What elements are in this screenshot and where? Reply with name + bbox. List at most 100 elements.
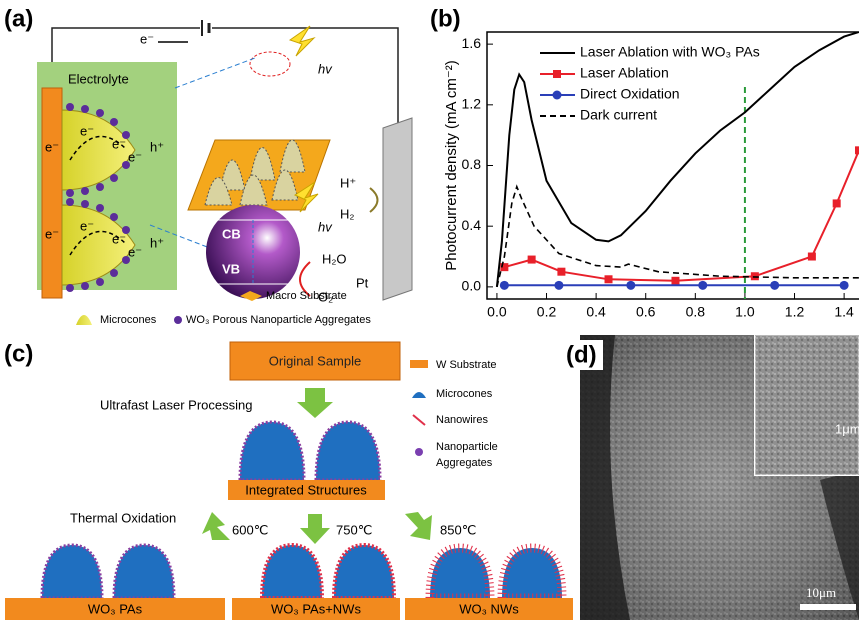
panel-label: (a) [4, 5, 33, 32]
x-tick-label: 0.2 [537, 304, 557, 320]
legend-icon [174, 316, 182, 324]
x-tick-label: 0.6 [636, 304, 656, 320]
x-tick-label: 0.4 [586, 304, 606, 320]
electrode [42, 88, 62, 298]
electrolyte-label: Electrolyte [68, 71, 129, 86]
hv-label: hv [318, 61, 333, 76]
legend-label: Direct Oxidation [580, 86, 680, 102]
y-tick-label: 0.4 [462, 217, 482, 233]
electron-label: e⁻ [80, 123, 94, 138]
h2-label: H₂ [340, 206, 354, 221]
figure: (a) e⁻ Electrolyte e⁻ e⁻ e⁻ e⁻ e⁻ e⁻ e⁻ … [0, 0, 859, 620]
y-axis-label: Photocurrent density (mA cm⁻²) [443, 60, 460, 270]
panel-label: (c) [4, 340, 33, 367]
legend-icon [415, 448, 423, 456]
electron-label: e⁻ [128, 149, 142, 164]
marker [626, 281, 635, 290]
x-tick-label: 0.0 [487, 304, 507, 320]
marker [605, 275, 613, 283]
microcones [430, 548, 562, 598]
temp-label: 750℃ [336, 522, 372, 537]
highlight [250, 52, 290, 76]
sample-label: Original Sample [269, 353, 362, 368]
legend-label: Macro Substrate [266, 290, 347, 302]
legend-icon [76, 315, 92, 325]
step-label: Ultrafast Laser Processing [100, 397, 252, 412]
scale-bar [800, 604, 856, 610]
panel-b: (b) 0.0 0.4 0.8 1.2 1.6 0.0 0.2 0.4 0.6 0.8 1.0 1.2… [430, 5, 859, 319]
electron-label: e⁻ [128, 244, 142, 259]
arrow [300, 514, 330, 544]
y-tick-label: 1.2 [462, 96, 482, 112]
zoom-line [175, 58, 255, 88]
legend-label: WO₃ Porous Nanoparticle Aggregates [186, 314, 371, 326]
microcones [240, 422, 380, 480]
legend-icon [410, 360, 428, 368]
scale-label: 1μm [835, 421, 859, 436]
microcones [262, 545, 394, 598]
y-tick-label: 1.6 [462, 35, 482, 51]
marker [698, 281, 707, 290]
lightning [290, 26, 314, 56]
arrow [297, 388, 333, 418]
x-tick-label: 1.4 [834, 304, 854, 320]
series-line [497, 32, 859, 287]
marker [557, 268, 565, 276]
cb-label: CB [222, 226, 241, 241]
panel-label: (d) [566, 341, 597, 368]
marker [770, 281, 779, 290]
scale-label: 10μm [806, 585, 836, 600]
legend-label: Microcones [436, 388, 493, 400]
marker [840, 281, 849, 290]
x-tick-label: 1.2 [785, 304, 805, 320]
product-label: WO₃ NWs [459, 601, 519, 616]
microcones [42, 545, 174, 598]
legend-label: Nanoparticle [436, 441, 498, 453]
electron-label: e⁻ [112, 136, 126, 151]
marker [554, 281, 563, 290]
vb-label: VB [222, 261, 240, 276]
legend-label: Microcones [100, 314, 157, 326]
legend-marker [553, 91, 562, 100]
temp-label: 600℃ [232, 522, 268, 537]
series-line [504, 150, 859, 280]
legend-label: Dark current [580, 107, 657, 123]
electron-label: e⁻ [112, 231, 126, 246]
marker [833, 199, 841, 207]
legend-label: W Substrate [436, 359, 497, 371]
marker [855, 146, 859, 154]
legend-label: Nanowires [436, 414, 488, 426]
legend-marker [553, 70, 561, 78]
legend-label: Aggregates [436, 457, 493, 469]
product-label: WO₃ PAs [88, 601, 143, 616]
y-tick-label: 0.0 [462, 278, 482, 294]
panel-label: (b) [430, 5, 461, 32]
step-label: Thermal Oxidation [70, 510, 176, 525]
pt-electrode [383, 118, 412, 300]
arrow [405, 512, 432, 540]
arrow [370, 188, 378, 212]
electron-label: e⁻ [140, 31, 154, 46]
step-label: Integrated Structures [245, 482, 367, 497]
y-tick-label: 0.8 [462, 156, 482, 172]
pt-label: Pt [356, 275, 369, 290]
marker [808, 253, 816, 261]
x-tick-label: 1.0 [735, 304, 755, 320]
hole-label: h⁺ [150, 139, 164, 154]
x-tick-label: 0.8 [686, 304, 706, 320]
electron-label: e⁻ [45, 226, 59, 241]
panel-c: (c) Original Sample Ultrafast Laser Proc… [4, 340, 573, 620]
legend-icon [412, 392, 426, 398]
hplus-label: H⁺ [340, 175, 356, 190]
hole-label: h⁺ [150, 235, 164, 250]
series-line [497, 187, 859, 287]
legend-icon [413, 415, 425, 425]
sem-inset-texture [755, 335, 859, 475]
arrow [202, 512, 230, 540]
h2o-label: H₂O [322, 251, 347, 266]
electron-label: e⁻ [45, 139, 59, 154]
panel-d: (d) 1μm 10μm [563, 335, 859, 620]
temp-label: 850℃ [440, 522, 476, 537]
electron-label: e⁻ [80, 218, 94, 233]
legend-label: Laser Ablation with WO₃ PAs [580, 44, 760, 60]
